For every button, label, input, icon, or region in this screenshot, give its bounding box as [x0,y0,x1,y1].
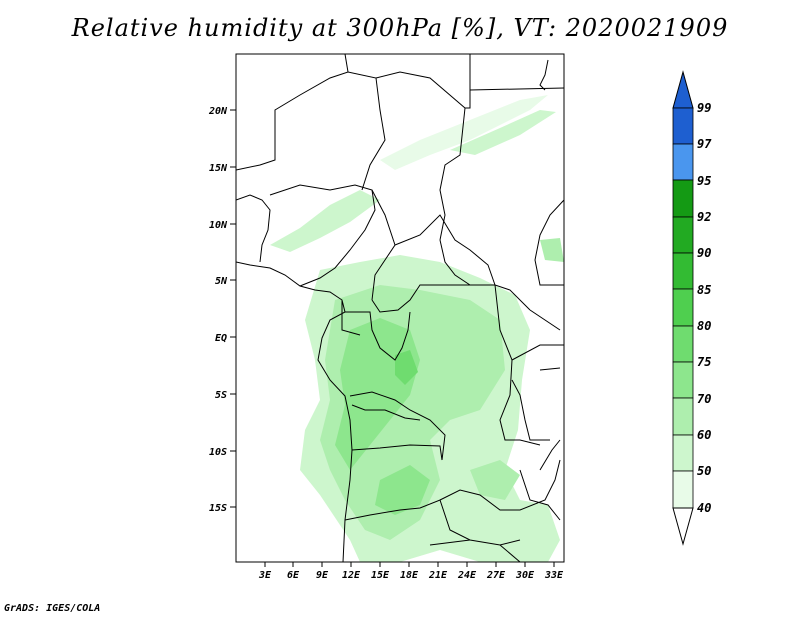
colorbar-label: 92 [697,210,711,224]
colorbar-segment [672,107,694,145]
x-tick-label: 12E [342,570,361,581]
x-tick-label: 9E [316,570,329,581]
colorbar-label: 70 [697,392,711,406]
chart-title: Relative humidity at 300hPa [%], VT: 202… [71,14,729,42]
colorbar-bottom-arrow [672,507,694,546]
colorbar [672,70,694,546]
colorbar-segment [672,179,694,218]
credit-label: GrADS: IGES/COLA [4,603,101,614]
colorbar-top-arrow [672,70,694,109]
colorbar-label: 99 [697,101,711,115]
colorbar-segment [672,288,694,327]
colorbar-label: 80 [697,319,711,333]
colorbar-label: 85 [697,283,711,297]
colorbar-segment [672,361,694,399]
x-tick-label: 30E [515,570,535,581]
colorbar-label: 75 [697,355,711,369]
colorbar-segment [672,252,694,290]
x-tick-label: 33E [544,570,564,581]
y-tick-label: 5N [215,276,228,287]
colorbar-segment [672,434,694,472]
x-tick-label: 3E [258,570,272,581]
y-tick-label: 15N [209,163,228,174]
y-tick-label: 5S [215,390,227,401]
y-tick-label: 15S [209,503,227,514]
humidity-field [270,95,564,562]
country-borders [236,54,564,562]
colorbar-label: 90 [697,246,711,260]
colorbar-segment [672,470,694,509]
colorbar-label: 40 [697,501,711,515]
y-tick-label: EQ [215,333,227,344]
x-tick-label: 6E [287,570,300,581]
colorbar-segment [672,325,694,363]
x-tick-label: 15E [371,570,390,581]
x-tick-label: 24E [457,570,477,581]
x-tick-label: 27E [486,570,506,581]
colorbar-label: 95 [697,174,711,188]
y-tick-label: 10S [209,447,227,458]
map-frame [235,53,565,563]
x-tick-label: 21E [428,570,448,581]
colorbar-segment [672,397,694,436]
y-tick-label: 10N [209,220,228,231]
x-tick-label: 18E [400,570,419,581]
colorbar-segment [672,143,694,181]
colorbar-label: 97 [697,137,712,151]
y-tick-label: 20N [208,106,228,117]
colorbar-label: 60 [697,428,711,442]
colorbar-label: 50 [697,464,711,478]
colorbar-segment [672,216,694,254]
